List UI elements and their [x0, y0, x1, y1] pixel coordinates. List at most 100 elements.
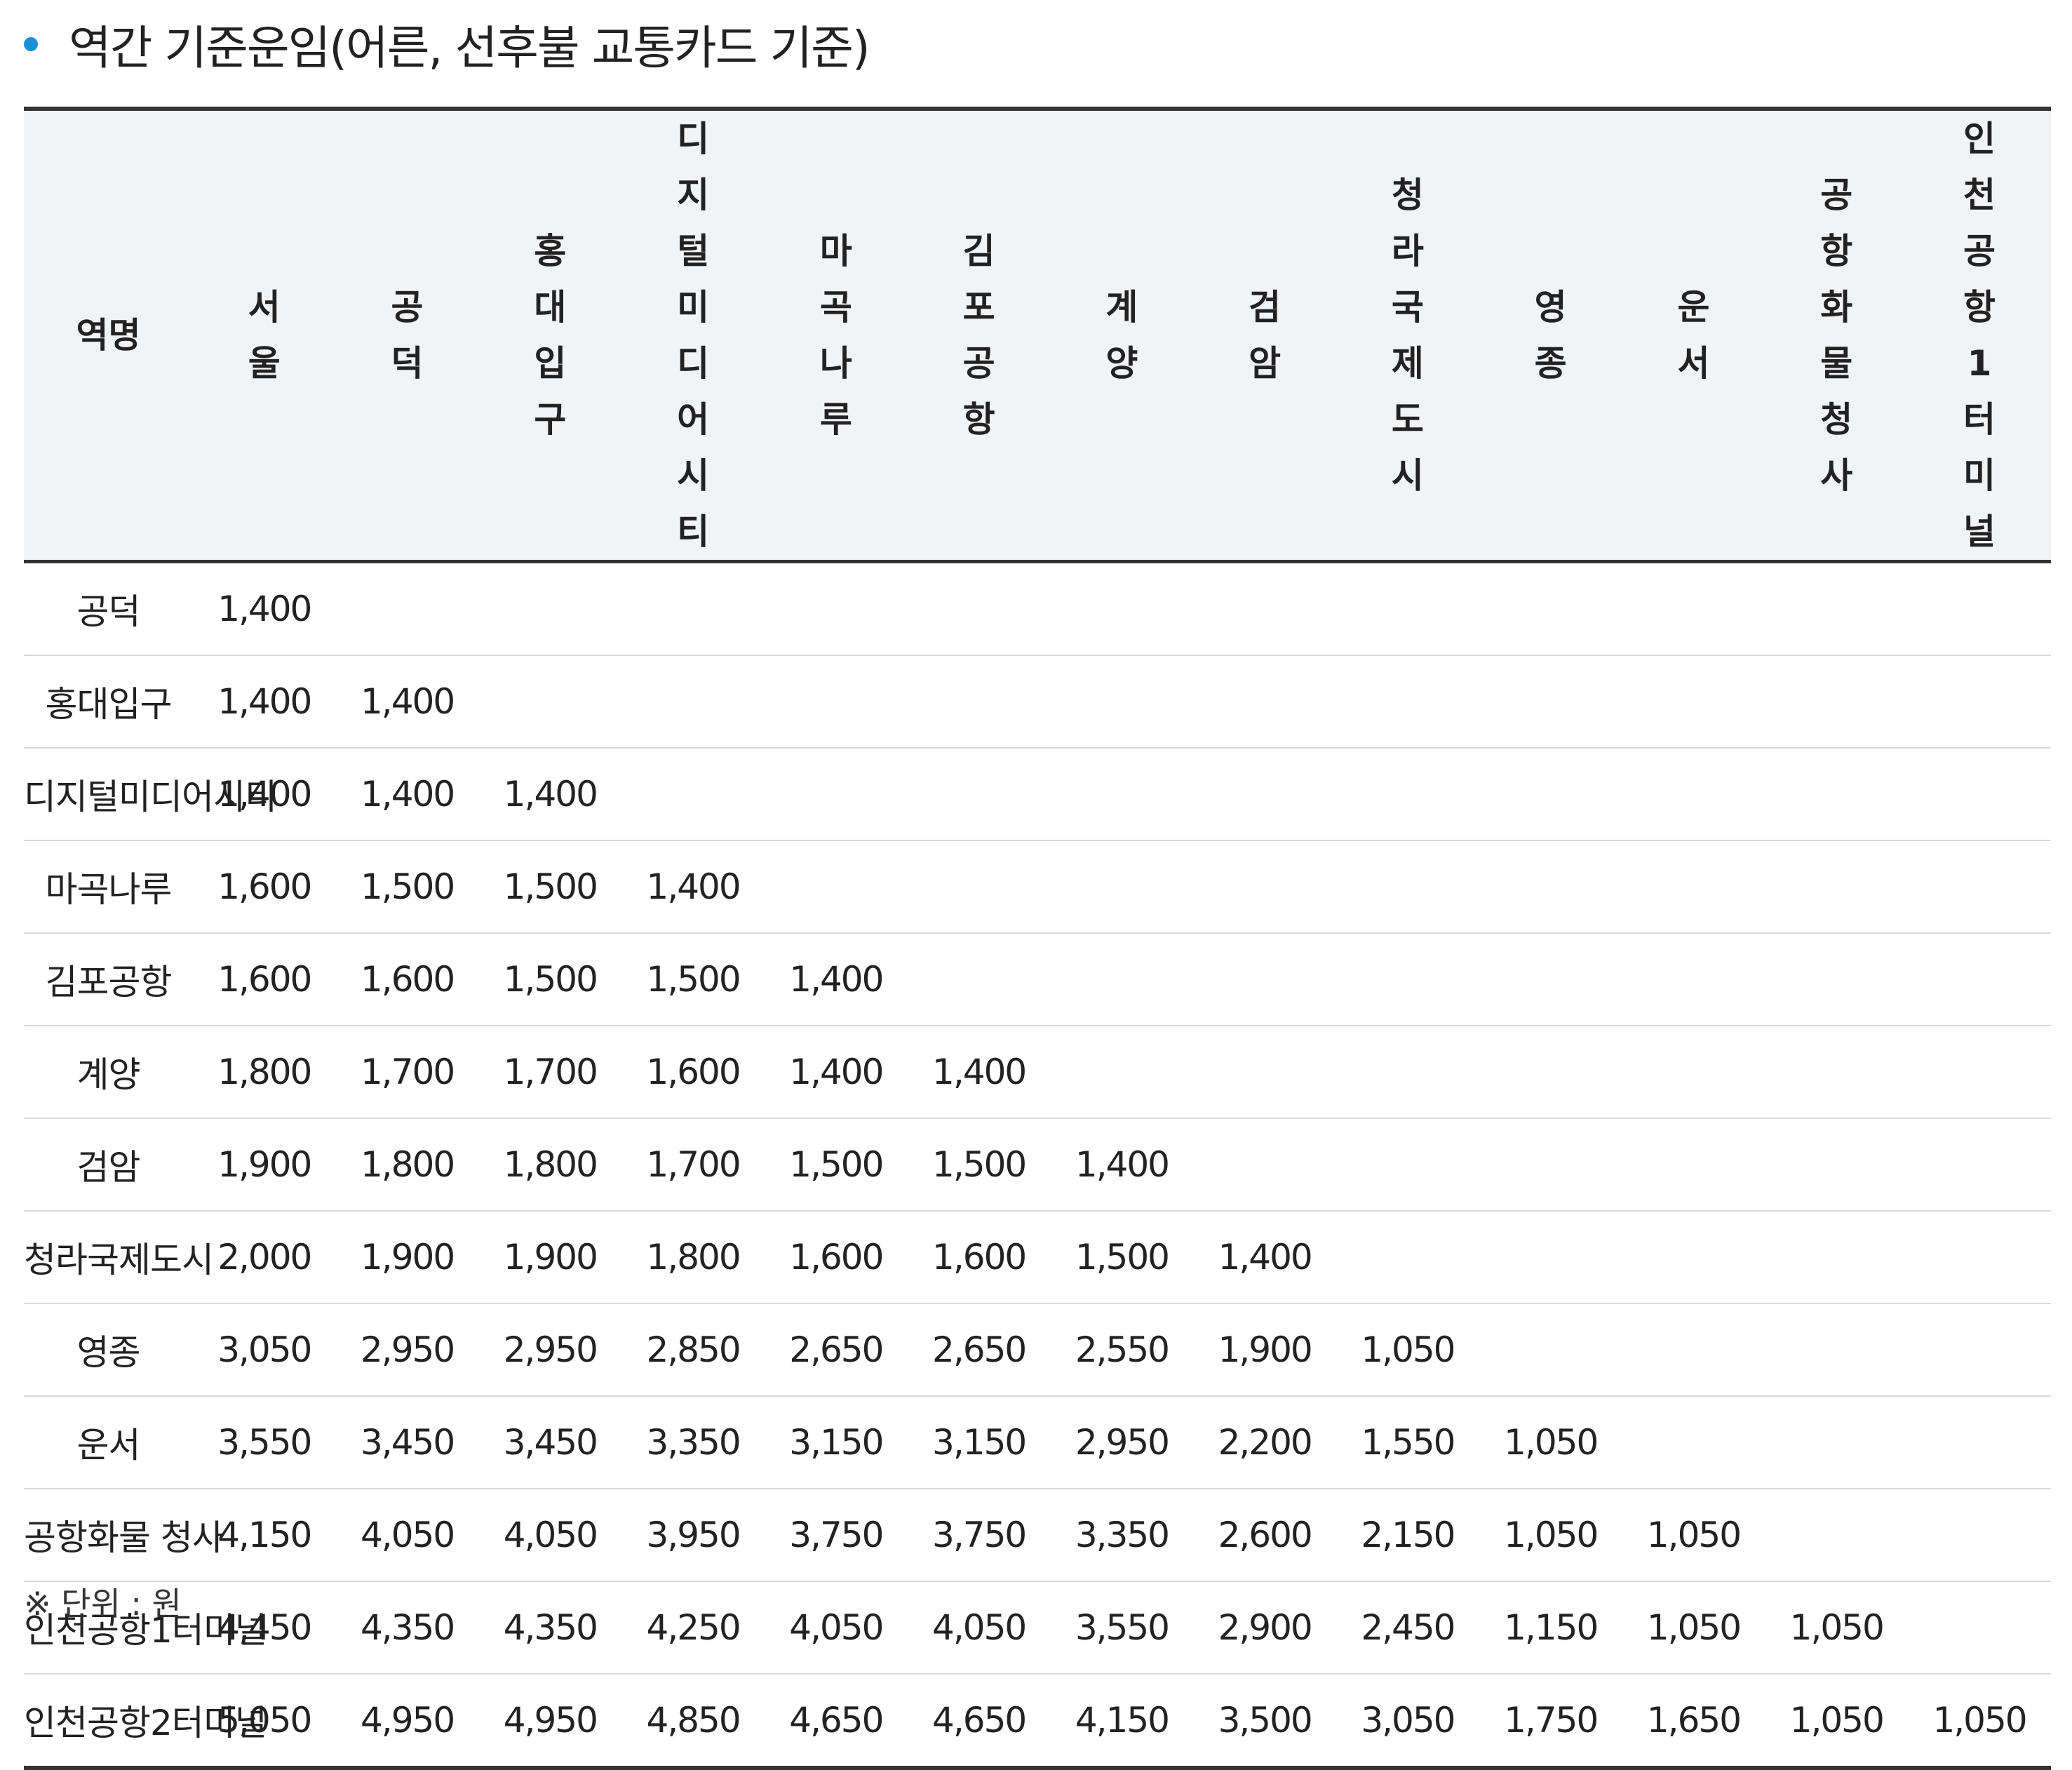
fare-cell: 1,050 — [1622, 1489, 1765, 1582]
row-station-name: 공항화물 청사 — [24, 1489, 224, 1582]
fare-cell: 1,400 — [764, 933, 908, 1026]
header-col-12: 인천공항1터미널 — [1908, 109, 2051, 563]
fare-cell: 4,950 — [360, 1700, 455, 1741]
row-station-name: 운서 — [24, 1396, 193, 1489]
empty-cell — [1908, 1396, 2051, 1489]
empty-cell — [1908, 933, 2051, 1026]
empty-cell — [1336, 933, 1479, 1026]
row-station-name: 디지털미디어시티 — [24, 748, 277, 841]
header-col-5: 김포공항 — [907, 109, 1051, 563]
header-col-3: 디지털미디어시티 — [621, 109, 765, 563]
empty-cell — [1193, 933, 1337, 1026]
empty-cell — [621, 561, 765, 656]
fare-cell: 2,950 — [1050, 1396, 1194, 1489]
fare-cell: 4,150 — [1075, 1700, 1170, 1741]
fare-cell: 1,900 — [478, 1211, 622, 1304]
fare-cell: 1,700 — [478, 1026, 622, 1119]
fare-cell: 3,350 — [621, 1396, 765, 1489]
fare-cell: 1,500 — [1050, 1211, 1194, 1304]
empty-cell — [1908, 561, 2051, 656]
row-station-name: 마곡나루 — [24, 840, 193, 934]
fare-cell: 1,050 — [1789, 1700, 1885, 1741]
table-row: 마곡나루 1,600 1,500 1,500 1,400 — [24, 840, 2051, 934]
fare-cell: 3,050 — [1361, 1700, 1455, 1741]
empty-cell — [478, 561, 622, 656]
fare-cell: 1,600 — [907, 1211, 1051, 1304]
fare-cell: 1,150 — [1479, 1581, 1622, 1675]
fare-cell: 4,650 — [932, 1700, 1027, 1741]
row-station-name: 검암 — [24, 1118, 193, 1212]
empty-cell — [1050, 840, 1194, 934]
empty-cell — [1479, 933, 1622, 1026]
fare-cell: 1,650 — [1646, 1700, 1742, 1741]
empty-cell — [621, 748, 765, 841]
fare-cell: 2,600 — [1193, 1489, 1337, 1582]
empty-cell — [1336, 1118, 1479, 1212]
fare-cell: 1,050 — [1932, 1700, 2027, 1741]
empty-cell — [907, 840, 1051, 934]
empty-cell — [1336, 1211, 1479, 1304]
header-col-10: 운서 — [1622, 109, 1765, 563]
empty-cell — [1908, 840, 2051, 934]
fare-cell: 3,050 — [192, 1303, 336, 1397]
empty-cell — [1622, 1118, 1765, 1212]
fare-cell: 2,650 — [764, 1303, 908, 1397]
fare-cell: 4,350 — [478, 1581, 622, 1675]
fare-cell: 1,050 — [1336, 1303, 1479, 1397]
empty-cell — [907, 748, 1051, 841]
fare-cell: 1,050 — [1765, 1581, 1909, 1675]
empty-cell — [1908, 1118, 2051, 1212]
fare-cell: 2,850 — [621, 1303, 765, 1397]
header-col-0: 서울 — [192, 109, 336, 563]
empty-cell — [1479, 1118, 1622, 1212]
fare-cell: 1,400 — [192, 655, 336, 749]
empty-cell — [1908, 1489, 2051, 1582]
fare-cell: 1,400 — [764, 1026, 908, 1119]
fare-cell: 4,950 — [503, 1700, 598, 1741]
empty-cell — [1479, 561, 1622, 656]
fare-cell: 3,450 — [478, 1396, 622, 1489]
empty-cell — [1622, 748, 1765, 841]
empty-cell — [1050, 1026, 1194, 1119]
table-row: 디지털미디어시티 1,400 1,400 1,400 — [24, 748, 2051, 841]
fare-cell: 1,400 — [478, 748, 622, 841]
fare-cell: 1,900 — [335, 1211, 479, 1304]
empty-cell — [621, 655, 765, 749]
header-station: 역명 — [24, 109, 193, 563]
table-row: 인천공항1터미널 4,450 4,350 4,350 4,250 4,050 4,050 3,… — [24, 1581, 2051, 1675]
header-col-2: 홍대입구 — [478, 109, 622, 563]
fare-cell: 3,950 — [621, 1489, 765, 1582]
fare-cell: 1,500 — [478, 840, 622, 934]
fare-cell: 1,400 — [192, 561, 336, 656]
table-row: 인천공항2터미널 5,050 4,950 4,950 4,850 4,650 4,650 4,… — [24, 1674, 2051, 1768]
fare-cell: 3,150 — [764, 1396, 908, 1489]
fare-cell: 3,450 — [335, 1396, 479, 1489]
row-station-name: 김포공항 — [24, 933, 193, 1026]
empty-cell — [1050, 933, 1194, 1026]
empty-cell — [1765, 840, 1909, 934]
fare-cell: 1,050 — [1479, 1396, 1622, 1489]
fare-cell: 1,600 — [621, 1026, 765, 1119]
empty-cell — [1908, 655, 2051, 749]
header-col-7: 검암 — [1193, 109, 1337, 563]
table-row: 김포공항 1,600 1,600 1,500 1,500 1,400 — [24, 933, 2051, 1026]
fare-cell: 1,500 — [478, 933, 622, 1026]
empty-cell — [907, 561, 1051, 656]
empty-cell — [1765, 1026, 1909, 1119]
empty-cell — [1193, 655, 1337, 749]
table-row: 운서 3,550 3,450 3,450 3,350 3,150 3,150 2,950 2,2… — [24, 1396, 2051, 1489]
fare-cell: 2,000 — [192, 1211, 336, 1304]
fare-cell: 1,600 — [764, 1211, 908, 1304]
fare-table: 역명 서울 공덕 홍대입구 디지털미디어시티 마곡나루 김포공항 계양 검암 청… — [24, 107, 2051, 1770]
empty-cell — [1336, 561, 1479, 656]
fare-cell: 1,400 — [1193, 1211, 1337, 1304]
empty-cell — [1908, 1026, 2051, 1119]
empty-cell — [764, 748, 908, 841]
fare-cell: 3,150 — [907, 1396, 1051, 1489]
empty-cell — [1050, 748, 1194, 841]
fare-cell: 2,900 — [1193, 1581, 1337, 1675]
fare-cell: 4,050 — [335, 1489, 479, 1582]
fare-cell: 1,900 — [192, 1118, 336, 1212]
fare-cell: 3,550 — [1050, 1581, 1194, 1675]
empty-cell — [1336, 840, 1479, 934]
